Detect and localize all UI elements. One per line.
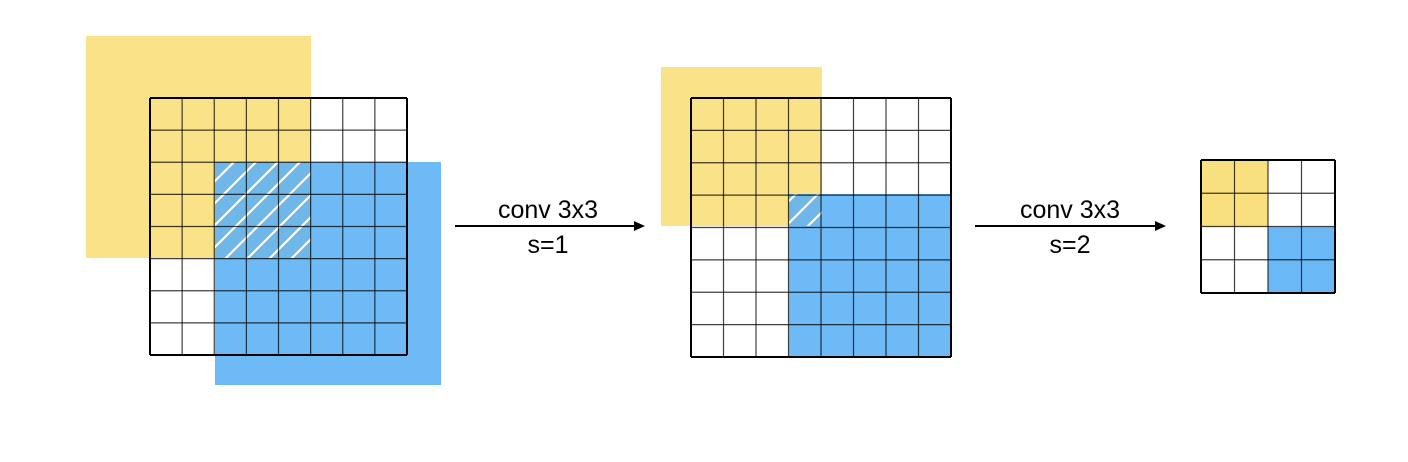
- intermediate-grid: [690, 97, 952, 358]
- output-grid: [1200, 159, 1336, 294]
- conv-arrow-1: conv 3x3 s=1: [455, 196, 645, 259]
- overlap-hatched-cell: [789, 194, 822, 226]
- arrow-2-label-line1: conv 3x3: [1020, 196, 1120, 224]
- input-grid: [149, 97, 408, 356]
- input-grid-stage: [86, 36, 441, 385]
- arrow-1-label-line1: conv 3x3: [498, 196, 598, 224]
- output-grid-stage: [1200, 159, 1336, 294]
- arrow-2-label-line2: s=2: [1049, 231, 1090, 259]
- conv-arrow-2: conv 3x3 s=2: [975, 196, 1166, 259]
- arrow-1-label-line2: s=1: [527, 231, 568, 259]
- intermediate-grid-stage: [661, 67, 952, 358]
- overlap-hatched-region: [215, 162, 311, 258]
